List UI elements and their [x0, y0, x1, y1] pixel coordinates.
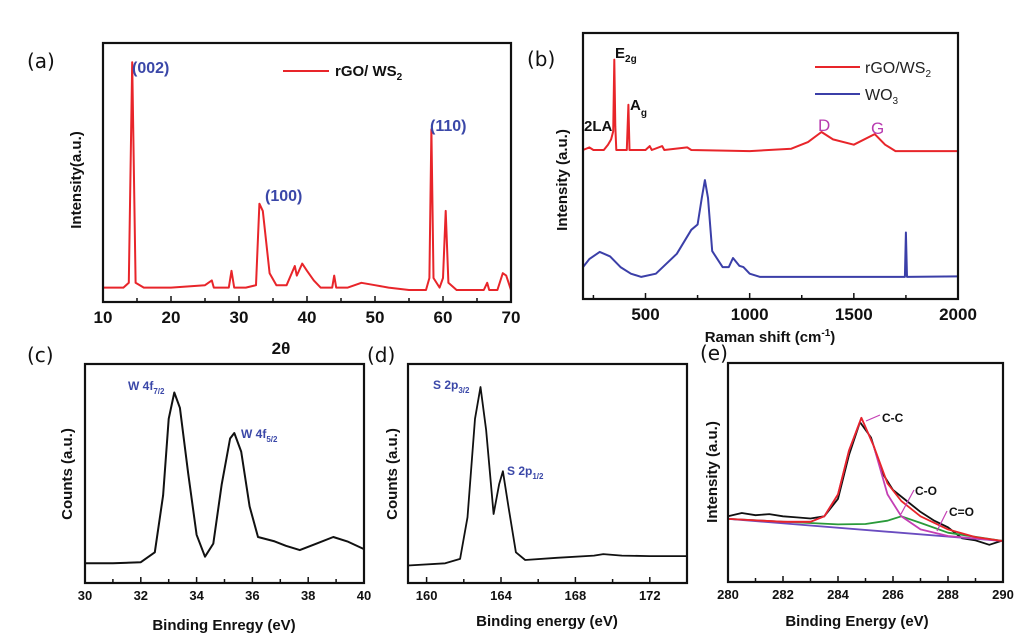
peak-label-100: (100): [265, 188, 302, 205]
plot-frame-b: [581, 31, 960, 301]
peak-label-e2g: E2g: [615, 45, 637, 65]
x-tick-label-b: 1000: [731, 305, 769, 324]
x-tick-label-a: 70: [502, 308, 521, 327]
plot-frame-d: [406, 362, 689, 585]
x-axis-label-a: 2θ: [272, 339, 291, 358]
panel-label-a: (a): [27, 49, 55, 73]
peak-label-w4f52: W 4f5/2: [241, 427, 278, 444]
series-line-d-0: [407, 386, 687, 567]
peak-label-c-c: C-C: [882, 411, 904, 425]
series-line-c-0: [85, 391, 365, 565]
peak-label-2la: 2LA: [584, 118, 613, 135]
x-tick-label-a: 20: [162, 308, 181, 327]
x-tick-label-a: 60: [434, 308, 453, 327]
legend-label-rgo-ws2-b: rGO/WS2: [865, 60, 931, 80]
series-line-a-0: [103, 61, 512, 291]
x-tick-label-c: 30: [78, 588, 92, 603]
peak-label-110: (110): [430, 118, 466, 135]
x-tick-label-a: 50: [366, 308, 385, 327]
x-tick-label-d: 168: [565, 588, 587, 603]
pointer-c-c: [865, 414, 881, 422]
x-tick-label-c: 34: [189, 588, 204, 603]
peak-label-w4f72: W 4f7/2: [128, 379, 165, 396]
x-tick-label-a: 10: [94, 308, 113, 327]
series-line-b-1: [582, 179, 959, 278]
panel-label-c: (c): [27, 343, 54, 367]
x-tick-label-c: 40: [357, 588, 371, 603]
peak-label-ag: Ag: [630, 97, 647, 119]
panel-label-e: (e): [700, 341, 728, 365]
y-axis-label-c: Counts (a.u.): [59, 428, 76, 520]
x-tick-label-e: 282: [772, 587, 794, 602]
legend-label-wo3: WO3: [865, 87, 899, 107]
series-line-b-0: [582, 58, 958, 153]
peak-label-d: D: [818, 116, 830, 135]
x-tick-label-a: 40: [298, 308, 317, 327]
x-tick-label-e: 280: [717, 587, 739, 602]
x-tick-label-c: 36: [245, 588, 259, 603]
pointer-c-o: [900, 489, 915, 515]
x-tick-label-d: 164: [490, 588, 512, 603]
peak-label-002: (002): [132, 60, 169, 77]
x-tick-label-e: 288: [937, 587, 959, 602]
plot-frame-a: [101, 41, 513, 304]
x-tick-label-a: 30: [230, 308, 249, 327]
legend-label-rgo-ws2: rGO/ WS2: [335, 63, 403, 83]
x-tick-label-c: 32: [134, 588, 148, 603]
x-tick-label-c: 38: [301, 588, 315, 603]
peak-label-s2p12: S 2p1/2: [507, 464, 544, 481]
x-axis-label-d: Binding energy (eV): [476, 613, 618, 630]
x-axis-label-e: Binding Energy (eV): [785, 613, 928, 630]
x-tick-label-b: 500: [631, 305, 659, 324]
y-axis-label-d: Counts (a.u.): [384, 428, 401, 520]
series-line-e-0: [727, 421, 1004, 546]
peak-label-c-double-o: C=O: [949, 505, 974, 519]
panel-label-d: (d): [367, 343, 395, 367]
peak-label-s2p32: S 2p3/2: [433, 378, 470, 395]
y-axis-label-a: Intensity(a.u.): [68, 131, 85, 229]
x-tick-label-e: 286: [882, 587, 904, 602]
x-tick-label-d: 160: [416, 588, 438, 603]
series-line-e-2: [727, 515, 1004, 542]
x-axis-label-b: Raman shift (cm-1): [705, 328, 836, 346]
peak-label-g: G: [871, 119, 884, 138]
pointer-c-double-o: [936, 510, 948, 532]
series-line-e-4: [727, 416, 1004, 542]
x-tick-label-d: 172: [639, 588, 661, 603]
plot-frame-e: [726, 361, 1005, 584]
y-axis-label-e: Intensity (a.u.): [704, 421, 721, 523]
panel-label-b: (b): [527, 47, 555, 71]
x-tick-label-b: 2000: [939, 305, 977, 324]
x-tick-label-b: 1500: [835, 305, 873, 324]
y-axis-label-b: Intensity (a.u.): [554, 129, 571, 231]
peak-label-c-o: C-O: [915, 484, 937, 498]
x-tick-label-e: 290: [992, 587, 1014, 602]
x-tick-label-e: 284: [827, 587, 849, 602]
x-axis-label-c: Binding Enregy (eV): [152, 617, 295, 634]
